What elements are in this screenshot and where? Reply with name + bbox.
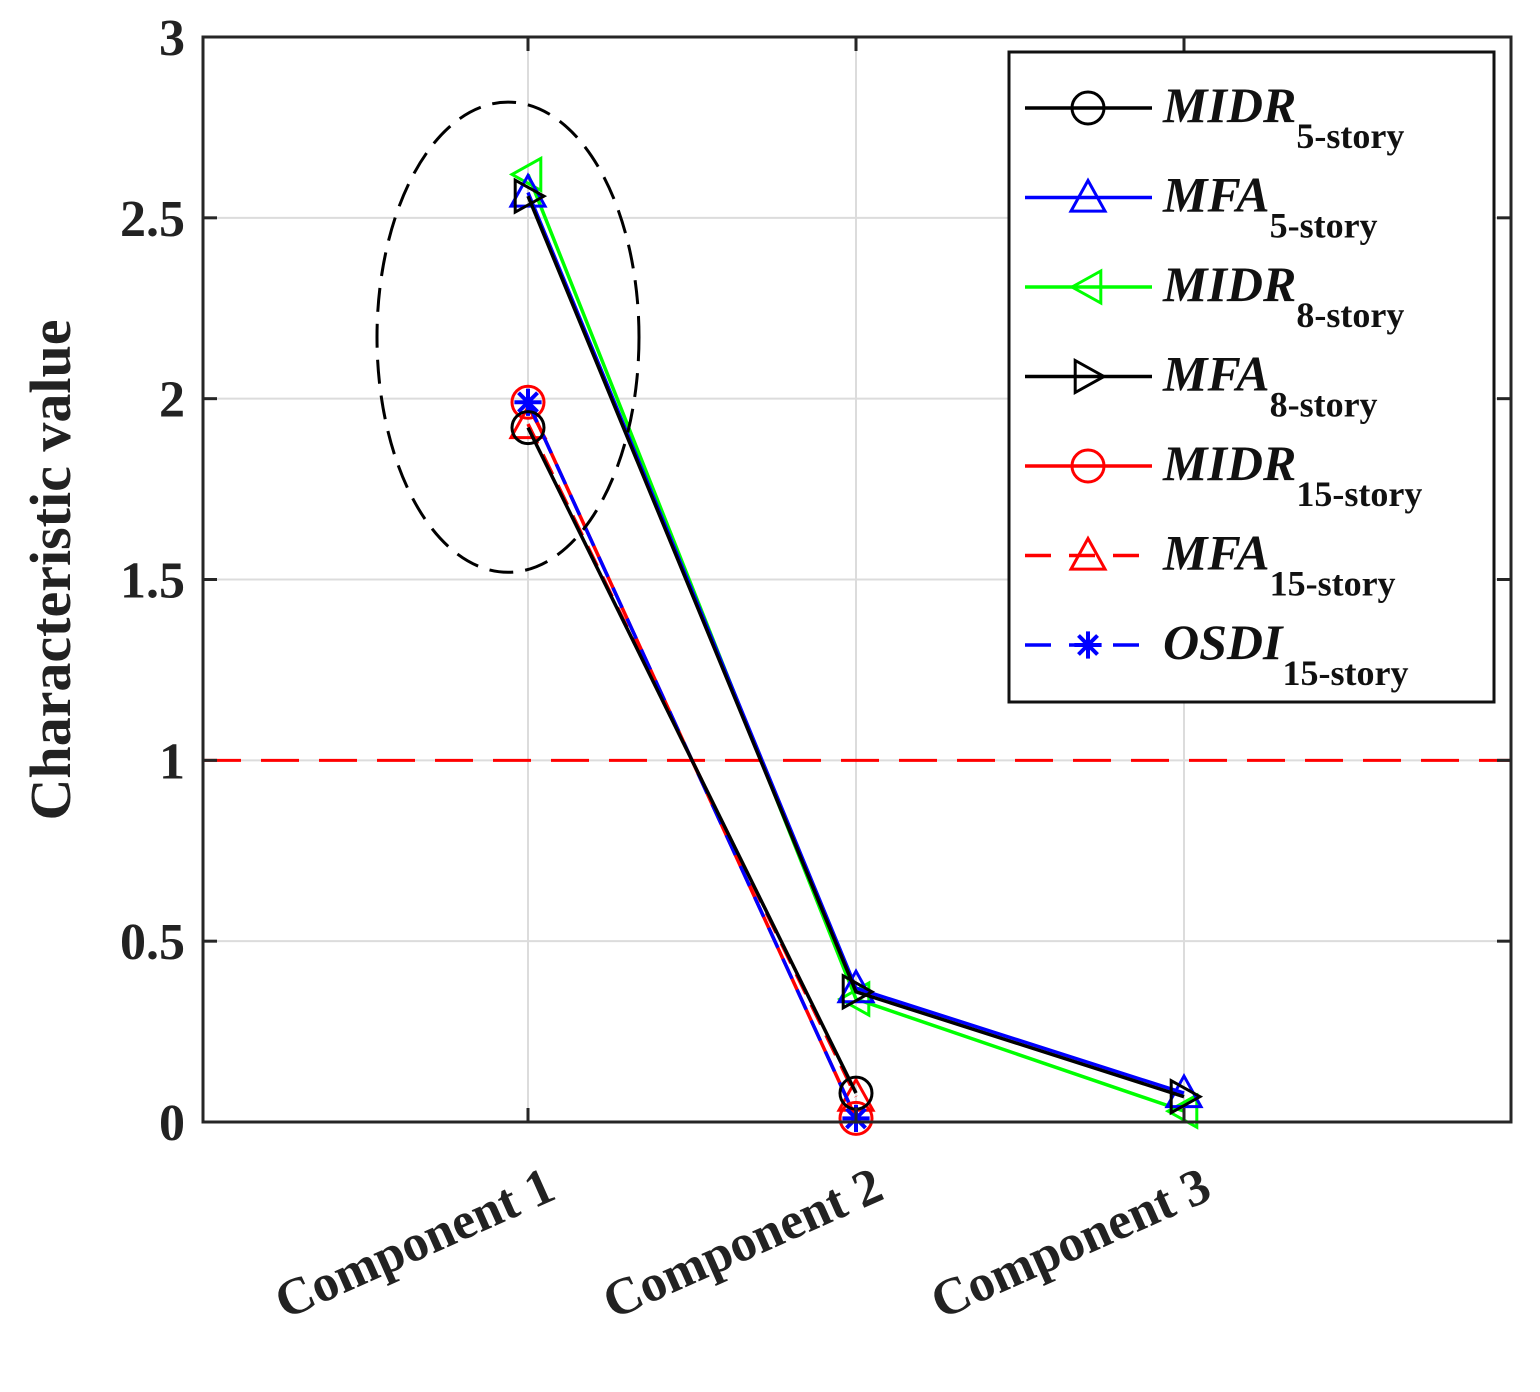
legend-item-6-marker-stroke-3 bbox=[1077, 634, 1099, 656]
series-4-point-0-shape bbox=[510, 384, 546, 420]
legend-item-2-label: MIDR8-story bbox=[1162, 256, 1404, 335]
series-0 bbox=[510, 410, 874, 1111]
series-3 bbox=[513, 177, 1204, 1116]
y-tick-labels: 0 0.5 1 1.5 2 2.5 3 bbox=[120, 10, 185, 1152]
legend-item-2-marker-shape bbox=[1068, 268, 1103, 306]
legend-item-4-marker bbox=[1070, 448, 1106, 484]
series-lines bbox=[508, 155, 1204, 1136]
y-tick-label-0: 0 bbox=[159, 1095, 185, 1152]
y-tick-label-2: 1 bbox=[159, 733, 185, 790]
series-4-point-1 bbox=[838, 1100, 874, 1136]
series-3-point-0-shape bbox=[513, 177, 548, 215]
legend-item-3: MFA8-story bbox=[1025, 346, 1378, 425]
series-4-point-1-shape bbox=[838, 1100, 874, 1136]
legend-item-0-subscript: 5-story bbox=[1296, 116, 1404, 156]
legend-item-5-marker bbox=[1068, 535, 1108, 571]
legend-item-0: MIDR5-story bbox=[1025, 77, 1404, 156]
y-tick-label-4: 2 bbox=[159, 372, 185, 429]
legend-item-6-subscript: 15-story bbox=[1282, 653, 1408, 693]
legend-item-3-label: MFA8-story bbox=[1162, 346, 1378, 425]
legend-item-0-label: MIDR5-story bbox=[1162, 77, 1404, 156]
legend-item-5-marker-shape bbox=[1068, 535, 1108, 571]
y-tick-label-6: 3 bbox=[159, 10, 185, 67]
y-tick-label-1: 0.5 bbox=[120, 914, 185, 971]
legend-item-2-subscript: 8-story bbox=[1296, 295, 1404, 335]
series-4-point-0 bbox=[510, 384, 546, 420]
x-tick-label-0: Component 1 bbox=[267, 1157, 563, 1331]
y-tick-label-3: 1.5 bbox=[120, 553, 185, 610]
series-0-line bbox=[526, 426, 858, 1094]
legend-item-5-subscript: 15-story bbox=[1270, 564, 1396, 604]
legend-item-3-subscript: 8-story bbox=[1270, 385, 1378, 425]
legend-item-1-marker bbox=[1068, 177, 1108, 213]
series-3-point-1-shape bbox=[841, 973, 876, 1011]
legend-item-6-marker bbox=[1074, 631, 1102, 659]
legend-item-4-marker-shape bbox=[1070, 448, 1106, 484]
legend-item-5-name: MFA bbox=[1162, 525, 1270, 581]
legend-item-3-name: MFA bbox=[1162, 346, 1270, 402]
legend-item-4-name: MIDR bbox=[1162, 435, 1296, 491]
legend-item-5-label: MFA15-story bbox=[1162, 525, 1396, 604]
legend-item-4-subscript: 15-story bbox=[1296, 474, 1422, 514]
legend-item-6-label: OSDI15-story bbox=[1163, 614, 1408, 693]
x-tick-label-2: Component 3 bbox=[923, 1157, 1219, 1331]
legend-item-3-marker bbox=[1073, 357, 1108, 396]
legend-item-5: MFA15-story bbox=[1025, 525, 1396, 604]
series-0-point-0-shape bbox=[510, 410, 546, 446]
y-tick-label-5: 2.5 bbox=[120, 191, 185, 248]
series-3-point-2 bbox=[1169, 1078, 1204, 1116]
legend-item-0-marker bbox=[1070, 90, 1106, 126]
legend-item-6: OSDI15-story bbox=[1025, 614, 1408, 693]
series-2-point-2 bbox=[1164, 1092, 1199, 1130]
legend-item-0-marker-shape bbox=[1070, 90, 1106, 126]
series-2-point-0-shape bbox=[508, 155, 543, 193]
legend-item-1-subscript: 5-story bbox=[1270, 206, 1378, 246]
legend-item-3-marker-shape bbox=[1073, 357, 1108, 396]
x-tick-label-1: Component 2 bbox=[595, 1157, 891, 1331]
legend: MIDR5-storyMFA5-storyMIDR8-storyMFA8-sto… bbox=[1007, 50, 1496, 704]
legend-item-1-name: MFA bbox=[1162, 167, 1270, 223]
legend-item-1-marker-shape bbox=[1068, 177, 1108, 213]
axis-ticks bbox=[203, 35, 1511, 1124]
series-3-point-1 bbox=[841, 973, 876, 1011]
highlight-ellipse-group bbox=[375, 100, 641, 574]
legend-item-4: MIDR15-story bbox=[1025, 435, 1422, 514]
y-axis-label: Characteristic value bbox=[18, 320, 83, 821]
series-3-point-0 bbox=[513, 177, 548, 215]
highlight-ellipse bbox=[375, 100, 641, 574]
series-3-point-2-shape bbox=[1169, 1078, 1204, 1116]
legend-item-2-name: MIDR bbox=[1162, 256, 1296, 312]
series-2-point-2-shape bbox=[1164, 1092, 1199, 1130]
series-0-point-0 bbox=[510, 410, 546, 446]
legend-item-4-label: MIDR15-story bbox=[1162, 435, 1422, 514]
legend-item-2-marker bbox=[1068, 268, 1103, 306]
legend-item-6-name: OSDI bbox=[1163, 614, 1284, 670]
x-tick-labels: Component 1 Component 2 Component 3 bbox=[267, 1157, 1219, 1331]
series-6-point-0-stroke-3 bbox=[517, 391, 539, 414]
legend-item-1: MFA5-story bbox=[1025, 167, 1378, 246]
series-3-line bbox=[526, 195, 1185, 1099]
series-2-point-0 bbox=[508, 155, 543, 193]
legend-item-2: MIDR8-story bbox=[1025, 256, 1404, 335]
legend-item-0-name: MIDR bbox=[1162, 77, 1296, 133]
legend-item-1-label: MFA5-story bbox=[1162, 167, 1378, 246]
